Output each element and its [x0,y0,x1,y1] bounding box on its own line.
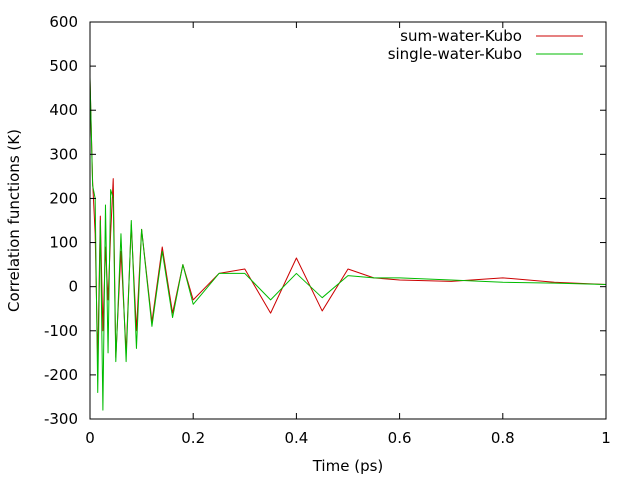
x-tick-label: 0.4 [284,429,308,447]
y-tick-label: 0 [68,278,78,296]
y-tick-label: 300 [49,145,78,163]
y-tick-label: 200 [49,189,78,207]
y-tick-label: 100 [49,234,78,252]
y-tick-label: -100 [44,322,78,340]
x-tick-label: 0.2 [181,429,205,447]
x-tick-label: 0.8 [491,429,515,447]
x-tick-label: 0 [85,429,95,447]
x-tick-label: 0.6 [388,429,412,447]
y-tick-label: 400 [49,101,78,119]
y-tick-label: 600 [49,13,78,31]
y-axis-title: Correlation functions (K) [5,129,23,312]
y-tick-label: -300 [44,410,78,428]
plot-frame [89,21,607,420]
y-tick-label: 500 [49,57,78,75]
ticks-layer: 0 0.2 0.4 0.6 0.8 1 -300 -200 -100 0 100 200 300 400 5… [44,13,611,447]
x-tick-label: 1 [601,429,611,447]
legend-label: single-water-Kubo [388,45,522,63]
y-tick-label: -200 [44,366,78,384]
series-layer [89,77,607,411]
legend-label: sum-water-Kubo [400,27,522,45]
x-axis-title: Time (ps) [312,457,384,475]
